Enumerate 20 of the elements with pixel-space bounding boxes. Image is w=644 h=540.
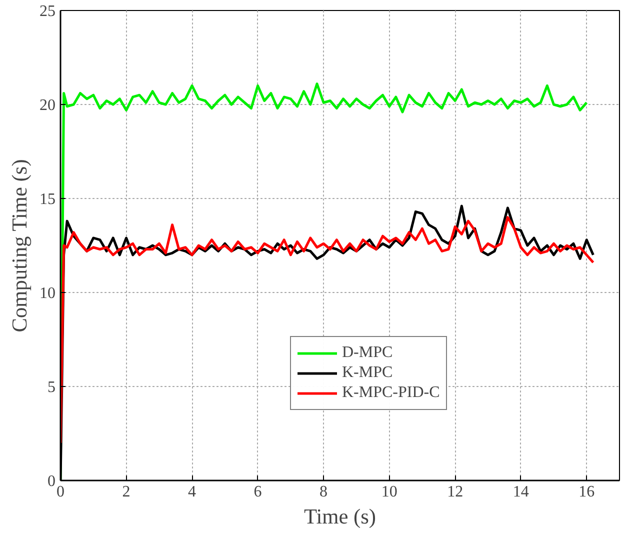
x-tick-label: 10 xyxy=(381,484,398,500)
x-tick-label: 2 xyxy=(122,484,130,500)
x-tick-label: 16 xyxy=(578,484,595,500)
x-tick-label: 4 xyxy=(188,484,196,500)
y-tick-label: 25 xyxy=(40,3,56,20)
line-series xyxy=(60,216,594,444)
x-axis-title: Time (s) xyxy=(304,504,376,528)
y-tick-label: 20 xyxy=(40,97,56,114)
x-tick-label: 12 xyxy=(447,484,464,500)
legend-label: D-MPC xyxy=(342,344,393,362)
legend-label: K-MPC-PID-C xyxy=(342,384,440,402)
x-tick-label: 8 xyxy=(320,484,328,500)
x-tick-label: 14 xyxy=(512,484,529,500)
y-tick-label: 15 xyxy=(40,191,56,208)
y-tick-label: 5 xyxy=(48,379,56,396)
legend-label: K-MPC xyxy=(342,364,393,382)
y-tick-label: 10 xyxy=(40,285,56,302)
x-tick-label: 6 xyxy=(254,484,262,500)
y-tick-label: 0 xyxy=(48,473,56,490)
y-axis-title: Computing Time (s) xyxy=(8,159,32,332)
